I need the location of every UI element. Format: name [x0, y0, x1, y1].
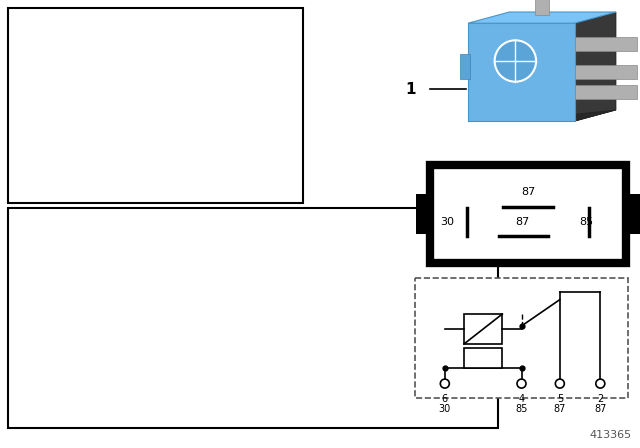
Bar	[415, 278, 628, 398]
Text: 2: 2	[597, 394, 604, 404]
Bar	[534, 0, 549, 15]
Bar	[575, 85, 637, 99]
Text: 87: 87	[515, 217, 529, 227]
Circle shape	[596, 379, 605, 388]
Bar	[464, 348, 502, 368]
Bar	[8, 208, 498, 428]
Bar	[464, 314, 502, 344]
Bar	[468, 23, 575, 121]
Polygon shape	[468, 12, 616, 23]
Bar	[626, 194, 640, 233]
Bar	[575, 37, 637, 51]
Bar	[575, 65, 637, 79]
Text: 413365: 413365	[590, 430, 632, 440]
Bar	[460, 54, 470, 79]
Text: 87: 87	[554, 404, 566, 414]
Circle shape	[495, 40, 536, 82]
Circle shape	[517, 379, 526, 388]
Bar	[416, 194, 430, 233]
Text: 1: 1	[406, 82, 416, 96]
Text: 4: 4	[518, 394, 525, 404]
Polygon shape	[468, 110, 616, 121]
Text: 87: 87	[594, 404, 607, 414]
Text: 6: 6	[442, 394, 448, 404]
Bar	[8, 8, 303, 203]
Circle shape	[556, 379, 564, 388]
Bar	[430, 165, 626, 263]
Text: 85: 85	[515, 404, 528, 414]
Text: 30: 30	[440, 217, 454, 227]
Circle shape	[440, 379, 449, 388]
Text: 87: 87	[521, 187, 535, 198]
Text: 85: 85	[580, 217, 594, 227]
Text: 5: 5	[557, 394, 563, 404]
Polygon shape	[575, 12, 616, 121]
Text: 30: 30	[438, 404, 451, 414]
